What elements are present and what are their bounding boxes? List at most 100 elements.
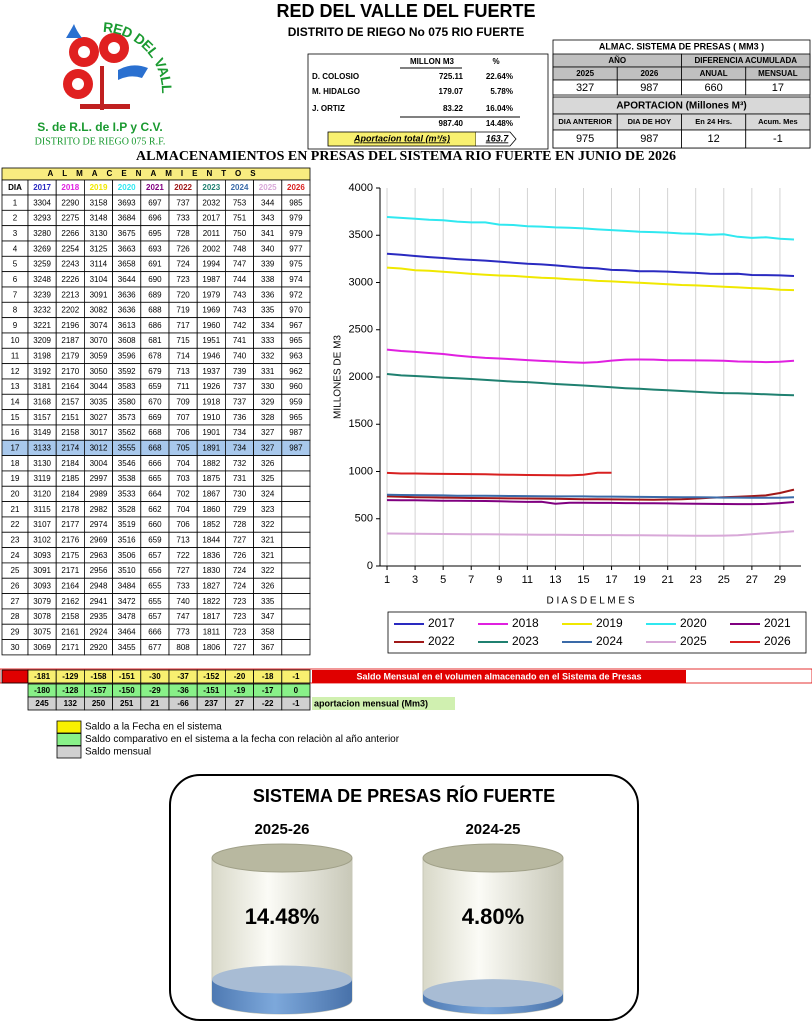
y-tick-label: 4000 <box>349 182 373 194</box>
value-cell: 730 <box>233 490 247 499</box>
value-cell: 3133 <box>33 444 51 453</box>
value-cell: 695 <box>148 229 162 238</box>
value-cell: 724 <box>233 582 247 591</box>
storage-value: 17 <box>772 82 784 94</box>
cell <box>281 455 311 472</box>
value-cell: 662 <box>148 505 162 514</box>
value-cell: 737 <box>176 198 190 207</box>
inflow-value: 975 <box>576 133 594 145</box>
value-cell: 1979 <box>202 290 220 299</box>
value-cell: 1891 <box>202 444 220 453</box>
value-cell: 2956 <box>90 566 108 575</box>
value-cell: 3562 <box>118 428 136 437</box>
value-cell: 2032 <box>202 198 220 207</box>
value-cell: 3198 <box>33 352 51 361</box>
day-cell: 14 <box>11 398 20 407</box>
value-cell: 3455 <box>118 643 136 652</box>
legend-label: 2022 <box>428 634 455 648</box>
value-cell: 2202 <box>61 306 79 315</box>
value-cell: 3693 <box>118 198 136 207</box>
value-cell: 724 <box>233 566 247 575</box>
value-cell: 728 <box>233 520 247 529</box>
value-cell: 2176 <box>61 536 79 545</box>
value-cell: 2997 <box>90 474 108 483</box>
value-cell: 1969 <box>202 306 220 315</box>
value-cell: 322 <box>261 520 275 529</box>
value-cell: 3528 <box>118 505 136 514</box>
value-cell: 660 <box>148 520 162 529</box>
x-tick-label: 27 <box>746 574 758 586</box>
value-cell: 340 <box>261 244 275 253</box>
value-cell: 960 <box>289 382 303 391</box>
balance-value: -180 <box>34 686 51 695</box>
value-cell: 726 <box>233 551 247 560</box>
value-cell: 2948 <box>90 582 108 591</box>
value-cell: 326 <box>261 459 275 468</box>
value-cell: 681 <box>148 336 162 345</box>
value-cell: 740 <box>233 352 247 361</box>
x-tick-label: 15 <box>577 574 589 586</box>
value-cell: 3035 <box>90 398 108 407</box>
value-cell: 341 <box>261 229 275 238</box>
value-cell: 3148 <box>90 214 108 223</box>
value-cell: 1946 <box>202 352 220 361</box>
value-cell: 2226 <box>61 275 79 284</box>
label: AÑO <box>608 56 626 65</box>
value-cell: 3130 <box>90 229 108 238</box>
value-cell: 688 <box>148 306 162 315</box>
value-cell: 3120 <box>33 490 51 499</box>
table-title: ALMACENAMIENTOS <box>47 169 264 178</box>
value-cell: 367 <box>261 643 275 652</box>
y-tick-label: 2500 <box>349 324 373 336</box>
value-cell: 1987 <box>202 275 220 284</box>
series-line <box>386 493 795 499</box>
value-cell: 702 <box>176 490 190 499</box>
legend-label: 2017 <box>428 616 455 630</box>
note: Saldo comparativo en el sistema a la fec… <box>85 734 400 745</box>
day-cell: 20 <box>11 490 20 499</box>
value-cell: 3050 <box>90 367 108 376</box>
value-cell: 2017 <box>202 214 220 223</box>
value-cell: 703 <box>176 474 190 483</box>
value-cell: 3181 <box>33 382 51 391</box>
value-cell: 324 <box>261 490 275 499</box>
value-cell: 3644 <box>118 275 136 284</box>
value-cell: 737 <box>233 398 247 407</box>
balance-label: aportacion mensual (Mm3) <box>314 698 428 708</box>
day-cell: 19 <box>11 474 20 483</box>
value-cell: 3613 <box>118 321 136 330</box>
day-cell: 3 <box>13 229 18 238</box>
value-cell: 339 <box>261 260 275 269</box>
balance-value: -151 <box>203 686 220 695</box>
value-cell: 656 <box>148 566 162 575</box>
dam-total: 987.40 <box>439 119 464 128</box>
value-cell: 2164 <box>61 382 79 391</box>
flow-label: Aportacion total (m³/s) <box>353 133 450 143</box>
value-cell: 744 <box>233 275 247 284</box>
value-cell: 3269 <box>33 244 51 253</box>
column-header: 2019 <box>90 183 108 192</box>
value-cell: 657 <box>148 551 162 560</box>
value-cell: 747 <box>176 612 190 621</box>
value-cell: 3232 <box>33 306 51 315</box>
storage-value: 987 <box>640 82 658 94</box>
value-cell: 1901 <box>202 428 220 437</box>
x-tick-label: 7 <box>468 574 474 586</box>
value-cell: 967 <box>289 321 303 330</box>
value-cell: 1926 <box>202 382 220 391</box>
value-cell: 706 <box>176 520 190 529</box>
value-cell: 731 <box>233 474 247 483</box>
value-cell: 664 <box>148 490 162 499</box>
value-cell: 706 <box>176 428 190 437</box>
value-cell: 773 <box>176 628 190 637</box>
value-cell: 330 <box>261 382 275 391</box>
value-cell: 3608 <box>118 336 136 345</box>
value-cell: 3239 <box>33 290 51 299</box>
legend-label: 2023 <box>512 634 539 648</box>
label: Acum. Mes <box>758 117 798 126</box>
value-cell: 750 <box>233 229 247 238</box>
cell <box>281 593 311 610</box>
value-cell: 3114 <box>90 260 108 269</box>
gauge-title: SISTEMA DE PRESAS RÍO FUERTE <box>253 785 555 806</box>
gauge-value: 14.48% <box>245 904 320 929</box>
